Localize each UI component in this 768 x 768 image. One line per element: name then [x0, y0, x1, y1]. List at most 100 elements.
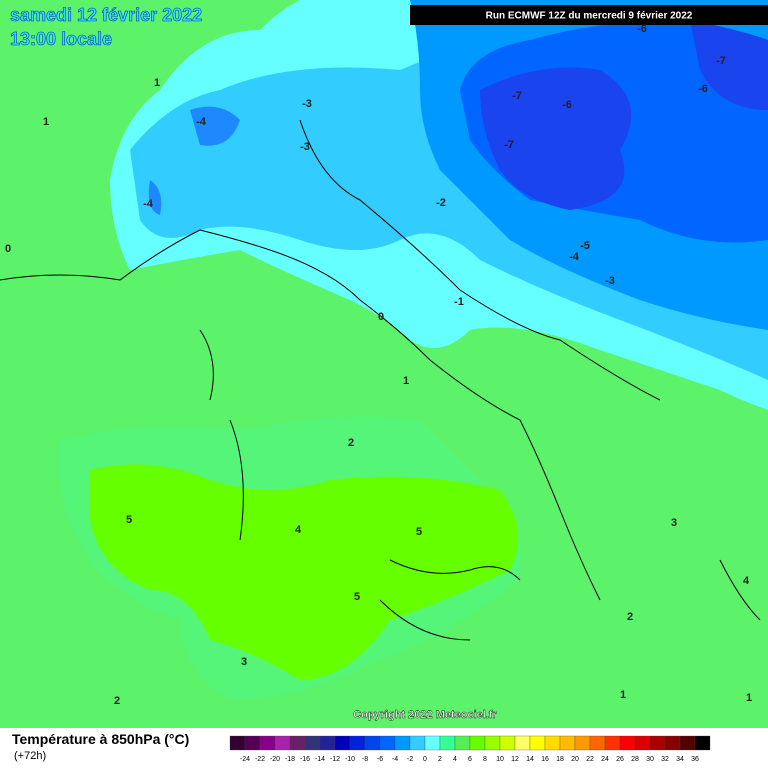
isotherm-label: -4	[143, 198, 154, 210]
legend-swatch	[394, 735, 411, 751]
date-title: samedi 12 février 2022	[10, 5, 202, 25]
legend-tick-label: 16	[541, 756, 549, 763]
legend-swatch	[694, 735, 711, 751]
legend-tick-label: 34	[676, 756, 684, 763]
legend-swatch	[484, 735, 501, 751]
legend-swatch	[334, 735, 351, 751]
legend-swatch	[619, 735, 636, 751]
legend-tick-label: -14	[315, 756, 325, 763]
isotherm-label: -2	[436, 197, 446, 209]
isotherm-label: -7	[716, 55, 726, 67]
legend-tick-label: -18	[285, 756, 295, 763]
legend-swatch	[559, 735, 576, 751]
legend-tick-label: 22	[586, 756, 594, 763]
legend-tick-label: 4	[453, 756, 457, 763]
legend-tick-label: 6	[468, 756, 472, 763]
legend-swatch	[364, 735, 381, 751]
legend-tick-label: -10	[345, 756, 355, 763]
coastline	[0, 119, 761, 641]
legend-swatch	[664, 735, 681, 751]
legend-tick-label: -12	[330, 756, 340, 763]
isotherm-label: 2	[348, 437, 354, 449]
legend-tick-label: -16	[300, 756, 310, 763]
legend-tick-label: -22	[255, 756, 265, 763]
legend-swatch	[424, 735, 441, 751]
isotherm-label: -6	[562, 99, 572, 111]
isotherm-label: -4	[196, 116, 207, 128]
legend-tick-label: -24	[240, 756, 250, 763]
legend-tick-label: -2	[407, 756, 413, 763]
legend-tick-label: -20	[270, 756, 280, 763]
legend-title: Température à 850hPa (°C)	[12, 731, 189, 747]
isotherm-label: 0	[5, 243, 11, 255]
isotherm-label: 4	[743, 575, 750, 587]
legend-tick-label: -6	[377, 756, 383, 763]
legend-tick-label: 12	[511, 756, 519, 763]
isotherm-label: 2	[114, 695, 120, 707]
field-m4b	[148, 106, 240, 215]
legend-tick-label: -4	[392, 756, 398, 763]
legend-swatch	[649, 735, 666, 751]
legend-swatch	[439, 735, 456, 751]
isotherm-label: 2	[627, 611, 633, 623]
isotherm-label: 5	[416, 526, 422, 538]
legend-swatch	[499, 735, 516, 751]
legend-swatch	[274, 735, 291, 751]
isotherm-label: 1	[620, 689, 626, 701]
isotherm-label: -3	[300, 141, 310, 153]
isotherm-label: 3	[241, 656, 247, 668]
isotherm-label: -3	[302, 98, 312, 110]
legend-swatch	[469, 735, 486, 751]
legend-swatch	[379, 735, 396, 751]
isotherm-label: -7	[512, 90, 522, 102]
legend-tick-label: 30	[646, 756, 654, 763]
legend-swatch	[514, 735, 531, 751]
legend-tick-label: 32	[661, 756, 669, 763]
time-title: 13:00 locale	[10, 29, 112, 49]
legend-swatch	[589, 735, 606, 751]
legend-tick-label: -8	[362, 756, 368, 763]
isotherm-label: -3	[605, 275, 615, 287]
legend-swatch	[454, 735, 471, 751]
legend-tick-label: 14	[526, 756, 534, 763]
legend-subtitle: (+72h)	[14, 750, 46, 762]
isotherm-label: -6	[637, 23, 647, 35]
isotherm-label: -6	[698, 83, 708, 95]
isotherm-label: 3	[671, 517, 677, 529]
isotherm-label: -4	[569, 251, 580, 263]
legend-tick-label: 2	[438, 756, 442, 763]
isotherm-label: 5	[126, 514, 132, 526]
run-banner	[410, 5, 768, 25]
isotherm-label: 1	[403, 375, 409, 387]
legend-swatch	[244, 735, 261, 751]
legend-tick-label: 10	[496, 756, 504, 763]
legend-tick-label: 24	[601, 756, 609, 763]
isotherm-label: 1	[43, 116, 49, 128]
legend-tick-label: 28	[631, 756, 639, 763]
field-m7	[480, 20, 768, 210]
legend-swatch	[229, 735, 246, 751]
legend-swatch	[604, 735, 621, 751]
legend-swatch	[544, 735, 561, 751]
legend-tick-label: 36	[691, 756, 699, 763]
legend-swatch	[679, 735, 696, 751]
legend-swatch	[259, 735, 276, 751]
legend-swatch	[634, 735, 651, 751]
isotherm-label: 0	[378, 311, 384, 323]
legend-tick-label: 0	[423, 756, 427, 763]
legend-tick-label: 18	[556, 756, 564, 763]
legend-tick-label: 26	[616, 756, 624, 763]
isotherm-label: -7	[504, 139, 514, 151]
isotherm-label: 1	[154, 77, 160, 89]
legend-swatch	[319, 735, 336, 751]
legend-swatch	[289, 735, 306, 751]
copyright: Copyright 2022 Meteociel.fr	[353, 709, 497, 721]
legend-tick-label: 8	[483, 756, 487, 763]
legend-swatch	[349, 735, 366, 751]
isotherm-label: 1	[746, 692, 752, 704]
isotherm-label: 5	[354, 591, 360, 603]
run-info: Run ECMWF 12Z du mercredi 9 février 2022	[486, 11, 693, 22]
legend-swatch	[574, 735, 591, 751]
legend-swatch	[409, 735, 426, 751]
